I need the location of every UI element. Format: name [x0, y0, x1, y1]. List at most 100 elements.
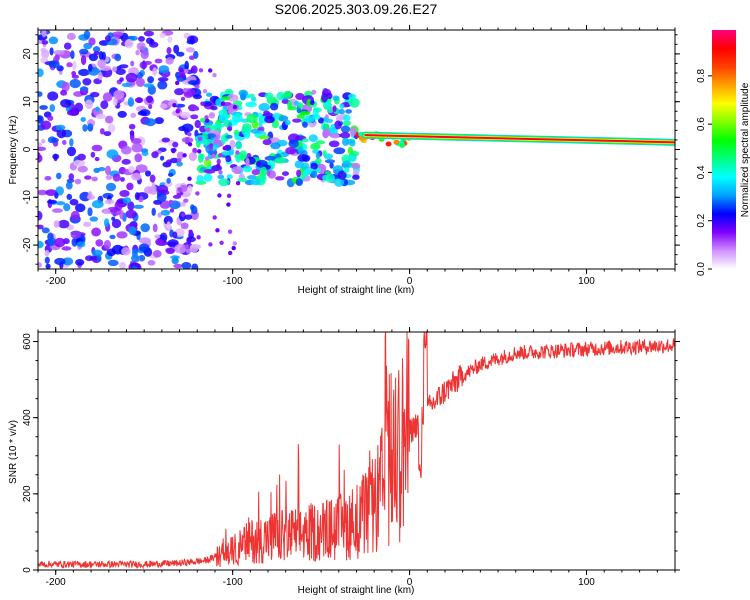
spectrogram-blob	[38, 142, 42, 147]
spectrogram-blob	[190, 114, 199, 120]
x-tick-label: 0	[407, 577, 413, 588]
spectrogram-blob	[348, 93, 357, 99]
spectrogram-blob	[304, 115, 315, 124]
spectrogram-blob	[47, 91, 59, 101]
spectrogram-blob	[342, 160, 352, 169]
spectrogram-blob	[315, 152, 320, 160]
spectrogram-blob	[77, 153, 86, 161]
spectrogram-blob	[297, 146, 303, 155]
spectrogram-blob	[159, 103, 168, 109]
spectrogram-blob	[157, 77, 169, 82]
spectrogram-blob	[149, 41, 159, 48]
spectrogram-blob	[111, 216, 116, 221]
spectrogram-blob	[60, 99, 72, 108]
spectrogram-blob	[333, 147, 346, 155]
spectrogram-blob	[264, 92, 274, 100]
spectrogram-blob	[208, 242, 213, 247]
spectrogram-blob	[219, 240, 224, 245]
spectrogram-blob	[38, 262, 42, 268]
spectrogram-blob	[274, 157, 287, 164]
spectrogram-blob	[311, 89, 317, 95]
spectrogram-blob	[91, 176, 98, 182]
spectrogram-blob	[165, 57, 174, 65]
spectrogram-blob	[246, 113, 258, 124]
spectrogram-blob	[62, 257, 74, 266]
spectrogram-blob	[62, 140, 67, 145]
spectrogram-blob	[321, 92, 328, 103]
spectrogram-blob	[166, 47, 172, 55]
spectrogram-blob	[138, 36, 145, 42]
spectrogram-blob	[166, 221, 171, 230]
x-tick-label: 100	[578, 276, 595, 287]
spectrogram-blob	[127, 97, 134, 107]
spectrogram-blob	[115, 68, 126, 75]
spectrogram-blob	[44, 249, 50, 257]
spectrogram-blob	[82, 78, 92, 86]
spectrogram-blob	[235, 113, 241, 118]
spectrogram-blob	[56, 172, 62, 180]
spectrogram-blob	[112, 66, 117, 73]
spectrogram-blob	[84, 175, 92, 180]
spectrogram-blob	[218, 170, 223, 175]
spectrogram-blob	[44, 176, 52, 181]
spectrogram-blob	[332, 95, 340, 101]
spectrogram-blob	[113, 89, 125, 100]
spectrogram-blob	[185, 47, 195, 53]
spectrogram-blob	[164, 181, 173, 187]
spectrogram-blob	[181, 212, 186, 217]
spectrogram-blob	[149, 174, 156, 183]
spectrogram-blob	[157, 80, 168, 90]
spectrogram-blob	[329, 162, 334, 169]
spectrogram-blob	[87, 207, 93, 217]
spectrogram-blob	[103, 218, 110, 228]
spectrogram-blob	[38, 68, 44, 77]
spectrogram-blob	[180, 96, 186, 102]
spectrogram-blob	[131, 172, 142, 181]
spectrogram-blob	[326, 108, 334, 114]
y-tick-label: 600	[22, 333, 33, 350]
spectrogram-blob	[322, 128, 331, 137]
spectrogram-blob	[147, 76, 155, 84]
spectrogram-blob	[173, 256, 178, 262]
spectrogram-blob	[83, 221, 92, 227]
spectrogram-blob	[131, 265, 138, 269]
spectrogram-blob	[66, 32, 76, 41]
spectrogram-blob	[342, 137, 349, 146]
spectrogram-blob	[61, 81, 70, 92]
spectrogram-blob	[169, 157, 180, 164]
spectrogram-blob	[179, 73, 185, 78]
spectrogram-blob	[245, 101, 257, 108]
spectrogram-blob	[126, 182, 134, 191]
spectrogram-blob	[233, 129, 240, 136]
colorbar-tick-label: 0.4	[696, 165, 707, 179]
spectrogram-blob	[328, 140, 340, 148]
spectrogram-blob	[218, 178, 230, 187]
spectrogram-blob	[198, 68, 204, 73]
spectrogram-blob	[41, 30, 47, 38]
spectrogram-blob	[247, 175, 258, 180]
spectrogram-blob	[187, 142, 193, 147]
spectrogram-blob	[235, 181, 241, 186]
spectrogram-blob	[136, 42, 146, 51]
spectrogram-blob	[216, 158, 221, 165]
spectrogram-blob	[288, 139, 300, 148]
spectrogram-blob	[102, 92, 113, 102]
spectrogram-blob	[70, 230, 82, 239]
spectrogram-blob	[235, 150, 240, 155]
snr-chart: -200 -100 0 100 0 200 400 600 Height of straig…	[8, 327, 680, 596]
spectrogram-blob	[121, 158, 131, 165]
spectrogram-blob	[50, 137, 59, 143]
spectrogram-blob	[49, 47, 54, 56]
spectrogram-blob	[97, 59, 106, 68]
spectrogram-blob	[66, 193, 73, 200]
spectrogram-blob	[89, 216, 99, 222]
spectrogram-blob	[225, 155, 232, 163]
spectrogram-blob	[343, 167, 350, 173]
spectrogram-blob	[194, 119, 201, 129]
spectrogram-blob	[184, 244, 189, 249]
spectrogram-blob	[134, 153, 143, 163]
spectrogram-blob	[120, 177, 125, 182]
spectrogram-blob	[153, 250, 162, 258]
spectrogram-blob	[95, 106, 100, 112]
spectrogram-blob	[131, 143, 143, 153]
